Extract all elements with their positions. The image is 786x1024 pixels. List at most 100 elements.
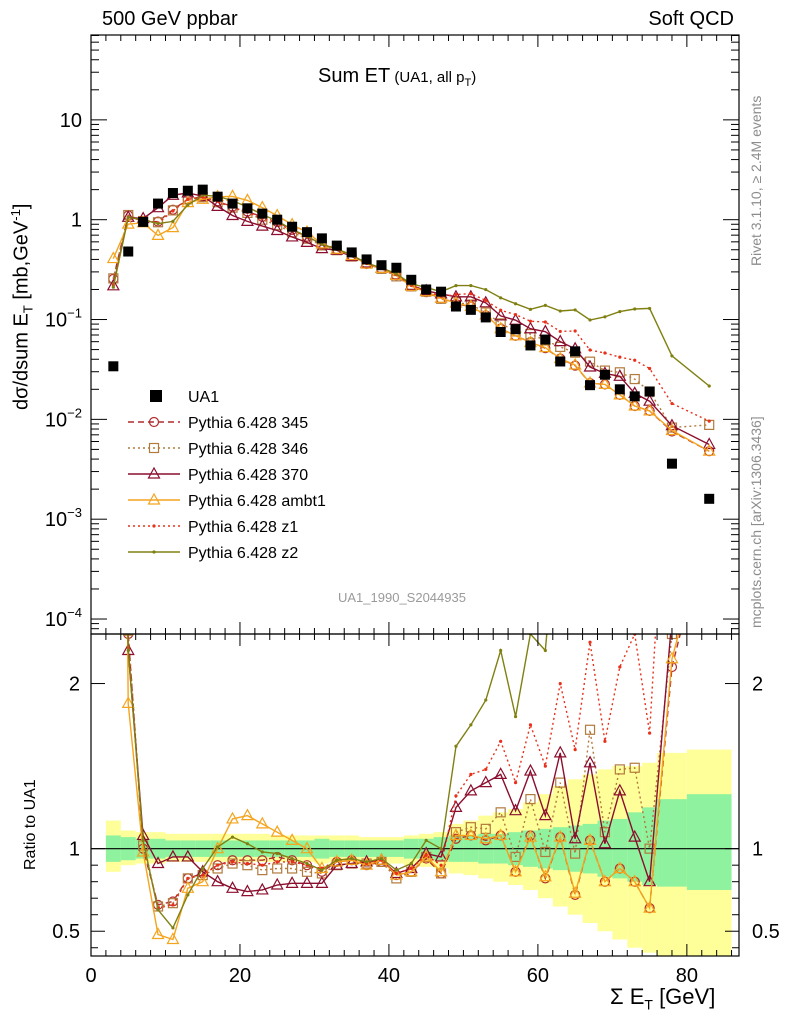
series-point-ambt1 (166, 220, 180, 233)
ratio-point-z2 (156, 908, 160, 912)
series-point-370 (226, 208, 240, 221)
legend-label: Pythia 6.428 z1 (188, 519, 298, 536)
series-point-370 (449, 289, 463, 302)
series-point-z1 (454, 292, 458, 297)
series-point-z2 (394, 272, 398, 276)
series-point-z1 (513, 313, 518, 317)
ratio-point-z2 (379, 856, 384, 861)
series-point-370 (240, 214, 254, 226)
data-point-ua1 (540, 334, 551, 345)
data-point-ua1 (242, 203, 253, 214)
data-point-ua1 (272, 214, 283, 225)
ratio-point-z2 (499, 648, 503, 653)
ratio-point-370 (270, 877, 284, 890)
series-point-z1 (670, 401, 674, 406)
band-stat-bin (657, 799, 687, 887)
series-point-370 (285, 229, 299, 242)
series-point-ambt1 (181, 195, 195, 208)
data-point-ua1 (287, 221, 298, 232)
ratio-point-z1 (469, 772, 473, 776)
ratio-point-ambt1 (583, 833, 597, 846)
y-tick-base: 10 (45, 509, 67, 531)
series-point-370 (702, 437, 716, 450)
y-tick-exp: −2 (67, 405, 82, 420)
series-point-370 (583, 359, 597, 372)
ratio-point-z1 (230, 860, 235, 864)
ratio-point-346 (705, 101, 714, 110)
ratio-point-370 (211, 874, 225, 887)
ratio-point-z2 (275, 852, 279, 856)
ratio-point-z1 (484, 767, 488, 772)
ratio-point-z2 (513, 714, 518, 719)
mcplots-label: mcplots.cern.ch [arXiv:1306.3436] (748, 416, 764, 628)
ratio-point-370 (255, 882, 269, 895)
ratio-point-346 (629, 762, 640, 773)
series-point-z1 (469, 292, 473, 296)
x-tick-label: 0 (85, 965, 96, 987)
y-tick-label: 1 (71, 210, 82, 232)
ratio-point-ambt1 (419, 849, 433, 862)
legend-marker (152, 550, 156, 554)
data-point-ua1 (227, 198, 238, 209)
series-point-z2 (528, 307, 533, 311)
series-point-z2 (513, 302, 518, 306)
y-axis-label-main: dσ/dsum E (10, 313, 33, 410)
ratio-point-z1 (260, 863, 264, 867)
ratio-point-ambt1 (360, 857, 374, 870)
ratio-point-z2 (484, 698, 488, 702)
ratio-point-ambt1 (121, 696, 135, 708)
y-tick-exp: −3 (67, 505, 82, 520)
series-point-z1 (484, 298, 488, 303)
series-point-z2 (670, 354, 674, 358)
legend: UA1 Pythia 6.428 345 Pythia 6.428 346 Pythi… (128, 389, 326, 562)
x-axis-label-sub: T (644, 996, 653, 1013)
series-point-370 (613, 369, 627, 381)
ratio-point-ambt1 (300, 841, 314, 854)
series-point-345 (570, 360, 581, 371)
ratio-point-z1 (245, 861, 250, 866)
data-point-ua1 (555, 356, 566, 367)
ratio-line-ambt1 (126, 634, 680, 941)
data-point-ua1 (510, 324, 521, 335)
ratio-point-z1 (543, 764, 547, 768)
y-tick-label: 10−1 (45, 306, 82, 332)
series-point-z2 (126, 215, 130, 219)
x-tick-label: 60 (527, 965, 549, 987)
ratio-point-z1 (499, 739, 503, 743)
ratio-point-z1 (409, 866, 413, 871)
data-point-ua1 (599, 369, 610, 380)
ratio-point-z2 (588, 269, 591, 272)
ratio-point-346 (227, 858, 238, 869)
legend-marker (147, 466, 161, 479)
ratio-point-z1 (394, 871, 398, 876)
series-point-370 (121, 210, 135, 222)
ratio-tick-label-left: 0.5 (52, 921, 80, 943)
data-point-ua1 (123, 246, 134, 257)
ratio-point-ambt1 (704, 512, 715, 522)
ratio-point-z2 (126, 648, 130, 653)
ratio-point-ambt1 (166, 932, 180, 945)
ratio-point-ambt1 (330, 854, 344, 867)
series-point-ambt1 (598, 377, 612, 389)
data-point-ua1 (153, 198, 164, 209)
data-point-ua1 (495, 326, 506, 337)
series-point-370 (494, 308, 508, 321)
data-point-ua1 (108, 361, 119, 372)
data-point-ua1 (704, 493, 715, 504)
y-axis-label-end: ] (10, 203, 33, 210)
ratio-point-z1 (201, 873, 205, 877)
y-tick-label: 10−2 (45, 405, 82, 431)
ratio-point-ambt1 (538, 869, 552, 882)
ratio-point-z2 (171, 926, 175, 930)
series-point-z1 (707, 419, 711, 423)
ratio-point-z1 (216, 863, 220, 867)
series-line-345 (112, 195, 710, 452)
series-point-z2 (469, 283, 473, 288)
legend-marker-ua1 (150, 390, 162, 402)
ratio-point-370 (479, 775, 493, 788)
ratio-point-346 (510, 851, 521, 863)
series-point-ambt1 (665, 423, 679, 436)
ratio-point-370 (583, 755, 597, 768)
ratio-point-z1 (513, 781, 518, 785)
series-point-ambt1 (643, 403, 657, 416)
